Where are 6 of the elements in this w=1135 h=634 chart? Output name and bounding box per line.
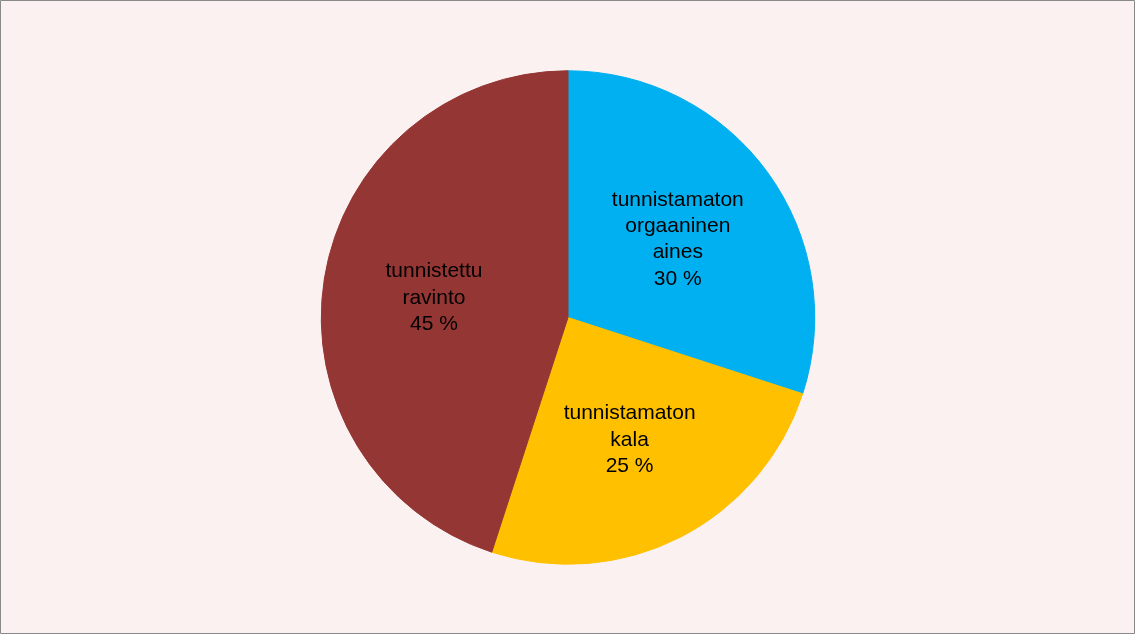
data-label: 25 % [605,453,654,477]
slice-label: tunnistettu ravinto [385,258,483,308]
slice-label: tunnistamaton orgaaninen aines [611,186,744,263]
data-label: 30 % [653,265,702,289]
data-label: 45 % [410,311,458,335]
slice-label: tunnistamaton kala [563,400,696,450]
